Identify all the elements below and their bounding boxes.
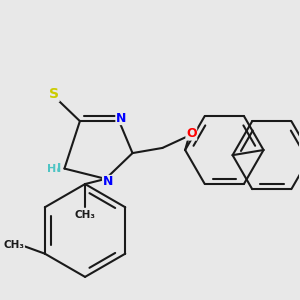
Text: CH₃: CH₃ bbox=[75, 210, 96, 220]
Text: CH₃: CH₃ bbox=[3, 240, 24, 250]
Text: N: N bbox=[103, 176, 113, 188]
Text: N: N bbox=[51, 162, 62, 175]
Text: N: N bbox=[116, 112, 126, 124]
Text: H: H bbox=[47, 164, 57, 174]
Text: S: S bbox=[49, 87, 59, 101]
Text: O: O bbox=[186, 127, 196, 140]
